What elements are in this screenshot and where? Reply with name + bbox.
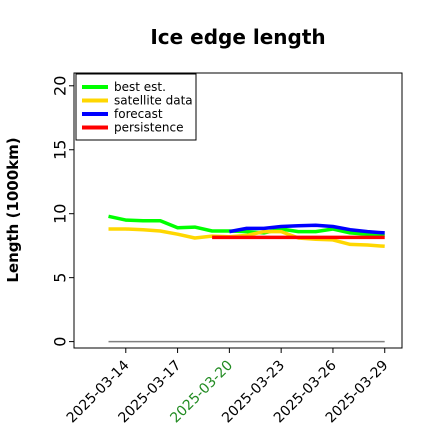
series-line-satellite-data [108, 227, 385, 249]
y-tick-label-15: 15 [51, 140, 70, 160]
y-axis-label: Length (1000km) [4, 137, 22, 282]
legend-label-forecast: forecast [114, 107, 163, 121]
legend: best est.satellite dataforecastpersisten… [75, 73, 197, 141]
legend-label-best-est: best est. [114, 80, 166, 94]
y-tick-label-5: 5 [51, 273, 70, 283]
plot-frame [73, 72, 403, 349]
chart-title: Ice edge length [150, 25, 325, 49]
series-line-forecast [229, 223, 385, 235]
y-tick-label-20: 20 [51, 76, 70, 96]
y-tick-label-0: 0 [51, 337, 70, 347]
legend-label-persistence: persistence [114, 121, 183, 135]
legend-label-satellite-data: satellite data [114, 94, 193, 108]
y-tick-label-10: 10 [51, 204, 70, 224]
series-line-best-est [108, 214, 385, 238]
